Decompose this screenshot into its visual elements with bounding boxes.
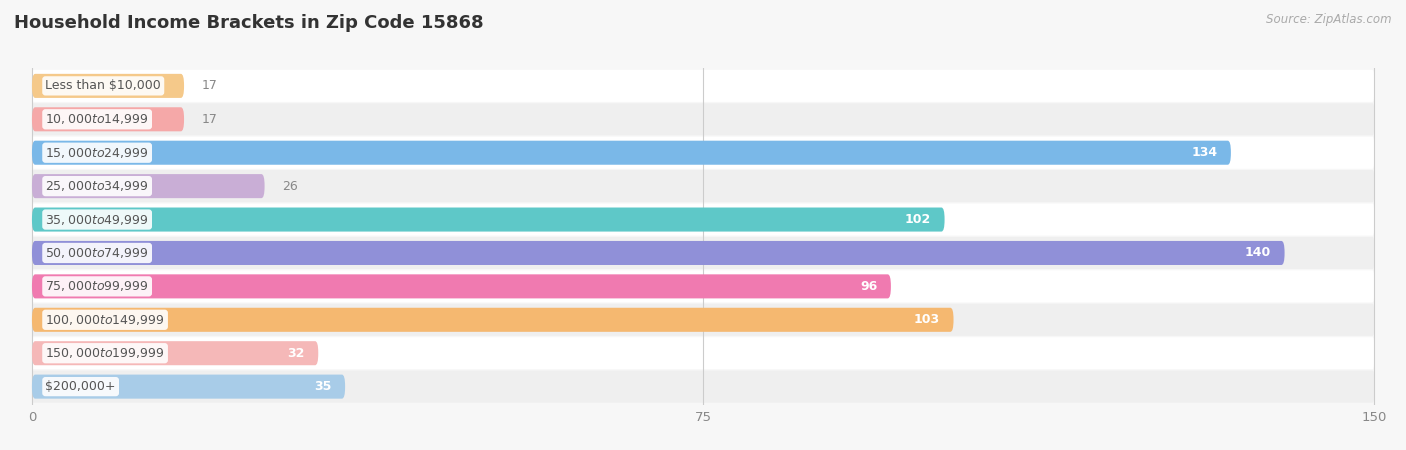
Text: Source: ZipAtlas.com: Source: ZipAtlas.com [1267,14,1392,27]
Text: 102: 102 [905,213,931,226]
FancyBboxPatch shape [32,241,1285,265]
Text: 26: 26 [283,180,298,193]
Text: $200,000+: $200,000+ [45,380,115,393]
FancyBboxPatch shape [32,237,1374,269]
FancyBboxPatch shape [32,70,1374,102]
FancyBboxPatch shape [32,270,1374,302]
FancyBboxPatch shape [32,174,264,198]
Text: 103: 103 [914,313,941,326]
FancyBboxPatch shape [32,274,891,298]
Text: $15,000 to $24,999: $15,000 to $24,999 [45,146,149,160]
FancyBboxPatch shape [32,170,1374,202]
Text: Less than $10,000: Less than $10,000 [45,79,162,92]
Text: 17: 17 [202,79,218,92]
Text: $75,000 to $99,999: $75,000 to $99,999 [45,279,149,293]
Text: $25,000 to $34,999: $25,000 to $34,999 [45,179,149,193]
FancyBboxPatch shape [32,337,1374,369]
Text: 35: 35 [315,380,332,393]
Text: 140: 140 [1244,247,1271,260]
FancyBboxPatch shape [32,371,1374,403]
Text: 134: 134 [1191,146,1218,159]
FancyBboxPatch shape [32,74,184,98]
FancyBboxPatch shape [32,308,953,332]
Text: $50,000 to $74,999: $50,000 to $74,999 [45,246,149,260]
Text: 96: 96 [860,280,877,293]
Text: 32: 32 [287,346,305,360]
Text: $100,000 to $149,999: $100,000 to $149,999 [45,313,165,327]
Text: $150,000 to $199,999: $150,000 to $199,999 [45,346,165,360]
FancyBboxPatch shape [32,304,1374,336]
Text: Household Income Brackets in Zip Code 15868: Household Income Brackets in Zip Code 15… [14,14,484,32]
Text: $35,000 to $49,999: $35,000 to $49,999 [45,212,149,226]
FancyBboxPatch shape [32,141,1230,165]
FancyBboxPatch shape [32,203,1374,236]
FancyBboxPatch shape [32,103,1374,135]
FancyBboxPatch shape [32,341,318,365]
Text: $10,000 to $14,999: $10,000 to $14,999 [45,112,149,126]
FancyBboxPatch shape [32,374,344,399]
FancyBboxPatch shape [32,107,184,131]
FancyBboxPatch shape [32,137,1374,169]
Text: 17: 17 [202,113,218,126]
FancyBboxPatch shape [32,207,945,232]
